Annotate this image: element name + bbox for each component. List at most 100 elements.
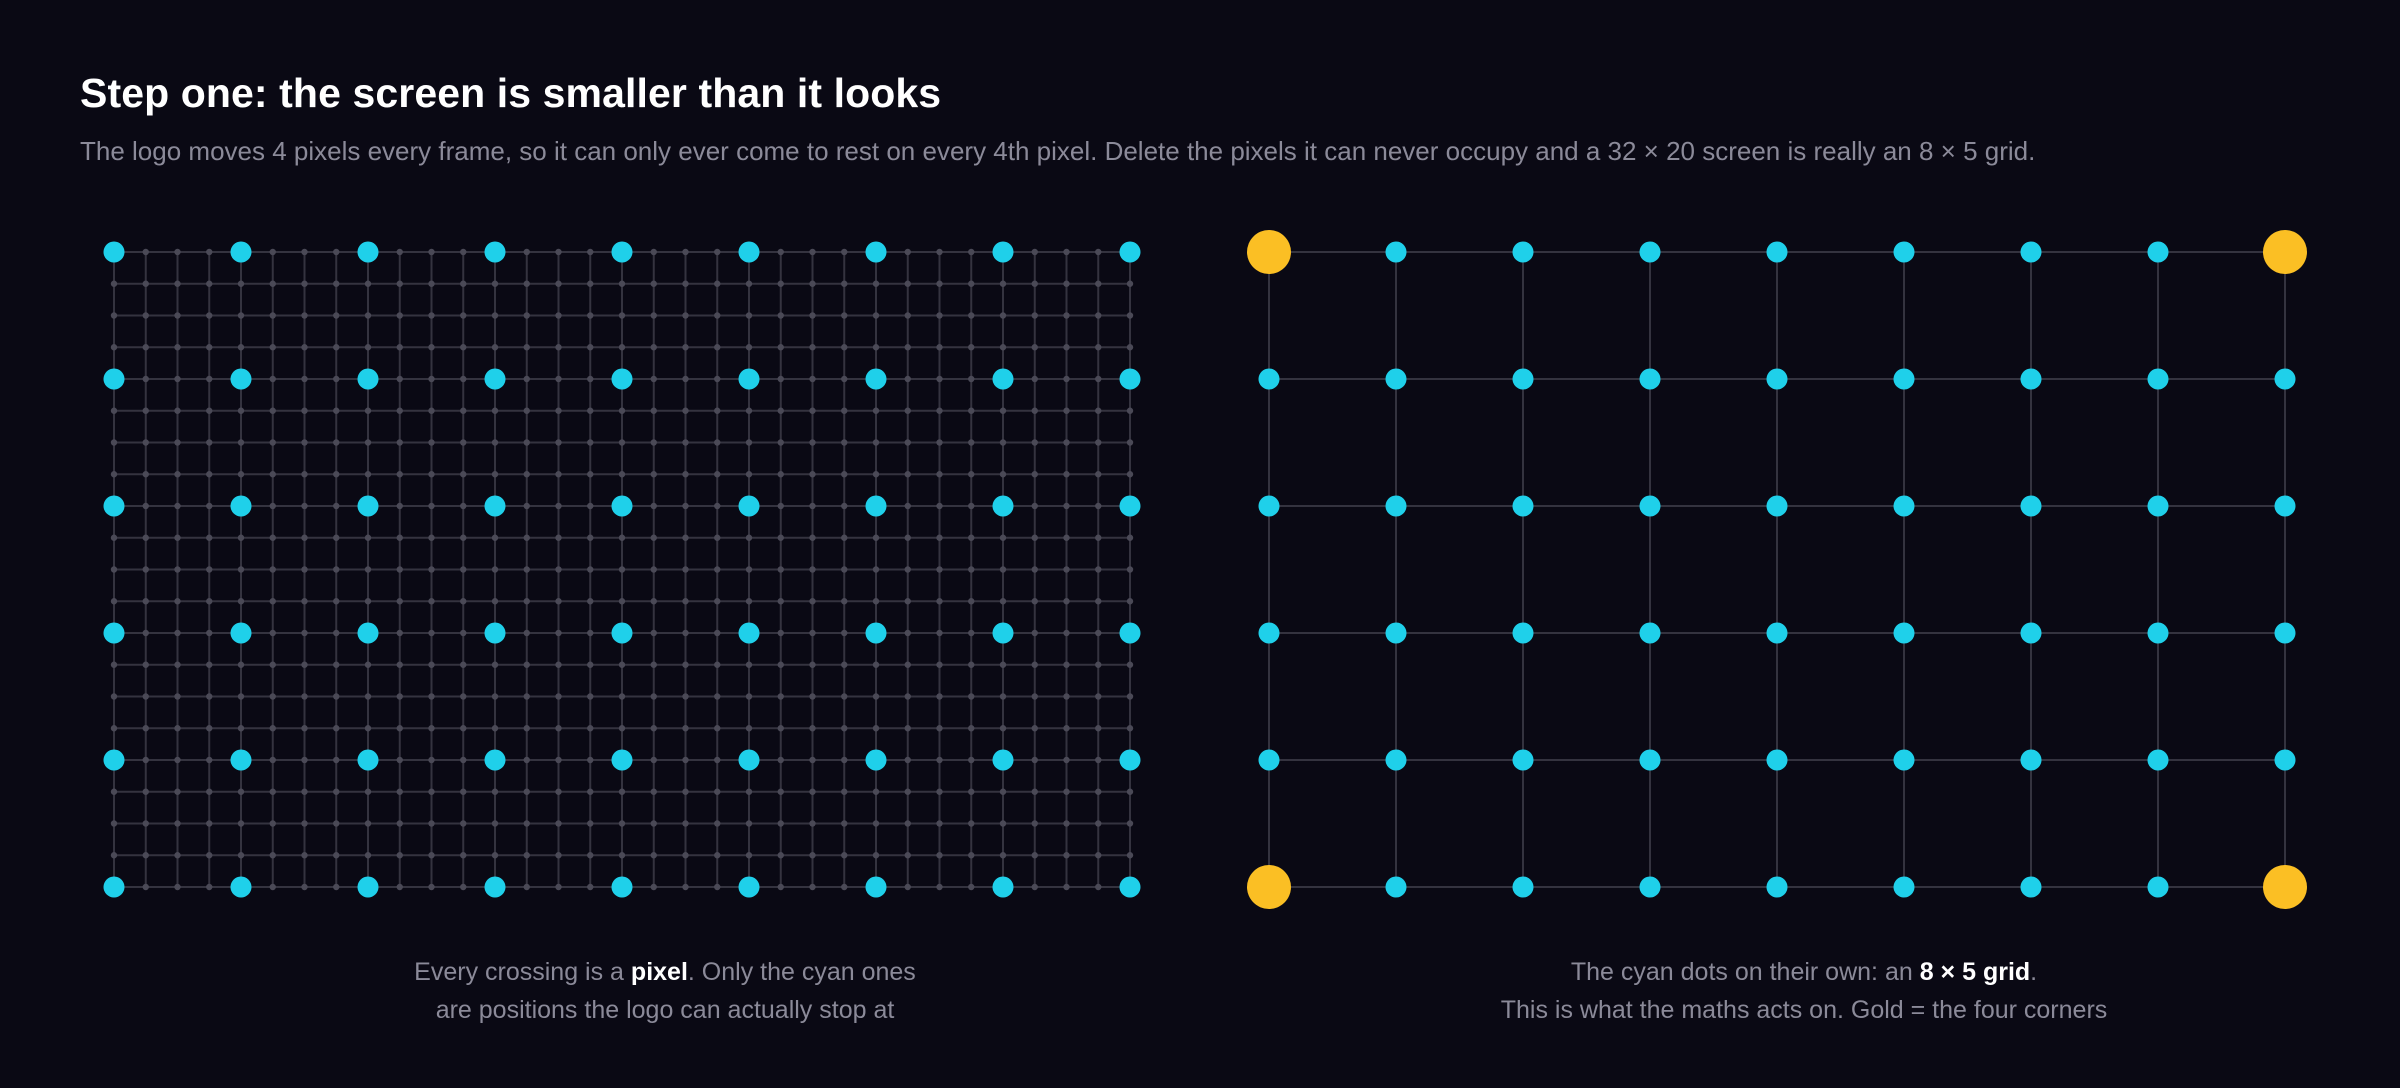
- grid-position-dot: [2020, 749, 2042, 771]
- pixel-dot: [872, 280, 880, 287]
- pixel-dot: [618, 598, 626, 605]
- pixel-dot: [174, 280, 181, 287]
- pixel-dot: [968, 248, 975, 256]
- pixel-dot: [206, 471, 213, 478]
- pixel-dot: [745, 852, 753, 859]
- pixel-dot: [174, 248, 181, 256]
- pixel-dot: [968, 852, 975, 859]
- pixel-dot: [618, 566, 626, 573]
- grid-position-dot: [2147, 368, 2169, 390]
- pixel-dot: [745, 566, 753, 573]
- pixel-dot: [777, 883, 784, 891]
- pixel-dot: [904, 693, 911, 700]
- pixel-dot: [428, 534, 435, 541]
- pixel-dot: [460, 661, 467, 668]
- pixel-dot: [142, 629, 149, 637]
- pixel-dot: [428, 471, 435, 478]
- pixel-dot: [301, 852, 308, 859]
- pixel-dot: [1031, 344, 1038, 351]
- pixel-dot: [1031, 471, 1038, 478]
- pixel-dot: [872, 820, 880, 827]
- pixel-dot: [237, 788, 245, 795]
- pixel-dot: [999, 788, 1007, 795]
- pixel-dot: [333, 852, 340, 859]
- pixel-dot: [428, 375, 435, 383]
- grid-position-dot: [2147, 749, 2169, 771]
- pixel-dot: [682, 756, 689, 764]
- pixel-dot: [396, 344, 403, 351]
- page-title: Step one: the screen is smaller than it …: [80, 70, 942, 116]
- pixel-dot: [1126, 344, 1134, 351]
- pixel-dot: [809, 661, 816, 668]
- reachable-position-dot: [611, 876, 633, 898]
- reachable-position-dot: [611, 241, 633, 263]
- pixel-dot: [1031, 820, 1038, 827]
- pixel-dot: [174, 788, 181, 795]
- pixel-dot: [523, 566, 530, 573]
- reachable-position-dot: [1119, 241, 1141, 263]
- pixel-dot: [936, 280, 943, 287]
- pixel-dot: [555, 439, 562, 446]
- grid-position-dot: [1766, 368, 1788, 390]
- pixel-dot: [110, 661, 118, 668]
- caption-line: The cyan dots on their own: an 8 × 5 gri…: [1354, 953, 2254, 991]
- grid-position-dot: [1385, 622, 1407, 644]
- pixel-dot: [968, 280, 975, 287]
- pixel-dot: [714, 375, 721, 383]
- pixel-dot: [904, 661, 911, 668]
- pixel-dot: [174, 312, 181, 319]
- pixel-dot: [1095, 693, 1102, 700]
- pixel-dot: [714, 756, 721, 764]
- pixel-dot: [174, 693, 181, 700]
- pixel-dot: [460, 407, 467, 414]
- reachable-position-dot: [992, 622, 1014, 644]
- pixel-dot: [269, 439, 276, 446]
- pixel-dot: [1063, 439, 1070, 446]
- pixel-dot: [999, 852, 1007, 859]
- pixel-dot: [428, 344, 435, 351]
- pixel-dot: [999, 693, 1007, 700]
- pixel-dot: [237, 852, 245, 859]
- pixel-dot: [428, 661, 435, 668]
- pixel-dot: [872, 852, 880, 859]
- reachable-position-dot: [865, 876, 887, 898]
- pixel-dot: [714, 344, 721, 351]
- pixel-dot: [333, 439, 340, 446]
- pixel-dot: [333, 661, 340, 668]
- pixel-dot: [745, 280, 753, 287]
- reachable-position-dot: [1119, 622, 1141, 644]
- pixel-dot: [333, 471, 340, 478]
- pixel-dot: [841, 407, 848, 414]
- pixel-dot: [841, 788, 848, 795]
- pixel-dot: [841, 693, 848, 700]
- pixel-dot: [841, 725, 848, 732]
- grid-position-dot: [1893, 622, 1915, 644]
- pixel-dot: [1126, 725, 1134, 732]
- pixel-dot: [841, 344, 848, 351]
- pixel-dot: [1031, 407, 1038, 414]
- pixel-dot: [142, 375, 149, 383]
- pixel-dot: [333, 312, 340, 319]
- reachable-position-dot: [230, 622, 252, 644]
- grid-position-dot: [2147, 622, 2169, 644]
- pixel-dot: [1126, 407, 1134, 414]
- pixel-dot: [523, 534, 530, 541]
- pixel-dot: [1063, 407, 1070, 414]
- pixel-dot: [142, 566, 149, 573]
- pixel-dot: [110, 725, 118, 732]
- pixel-dot: [1063, 852, 1070, 859]
- pixel-dot: [841, 312, 848, 319]
- pixel-dot: [841, 280, 848, 287]
- pixel-dot: [301, 407, 308, 414]
- pixel-dot: [142, 312, 149, 319]
- pixel-dot: [777, 248, 784, 256]
- pixel-dot: [142, 661, 149, 668]
- pixel-dot: [396, 502, 403, 510]
- pixel-dot: [872, 439, 880, 446]
- pixel-dot: [142, 725, 149, 732]
- reachable-position-dot: [1119, 495, 1141, 517]
- pixel-dot: [745, 471, 753, 478]
- grid-position-dot: [1893, 241, 1915, 263]
- pixel-dot: [237, 407, 245, 414]
- pixel-dot: [618, 344, 626, 351]
